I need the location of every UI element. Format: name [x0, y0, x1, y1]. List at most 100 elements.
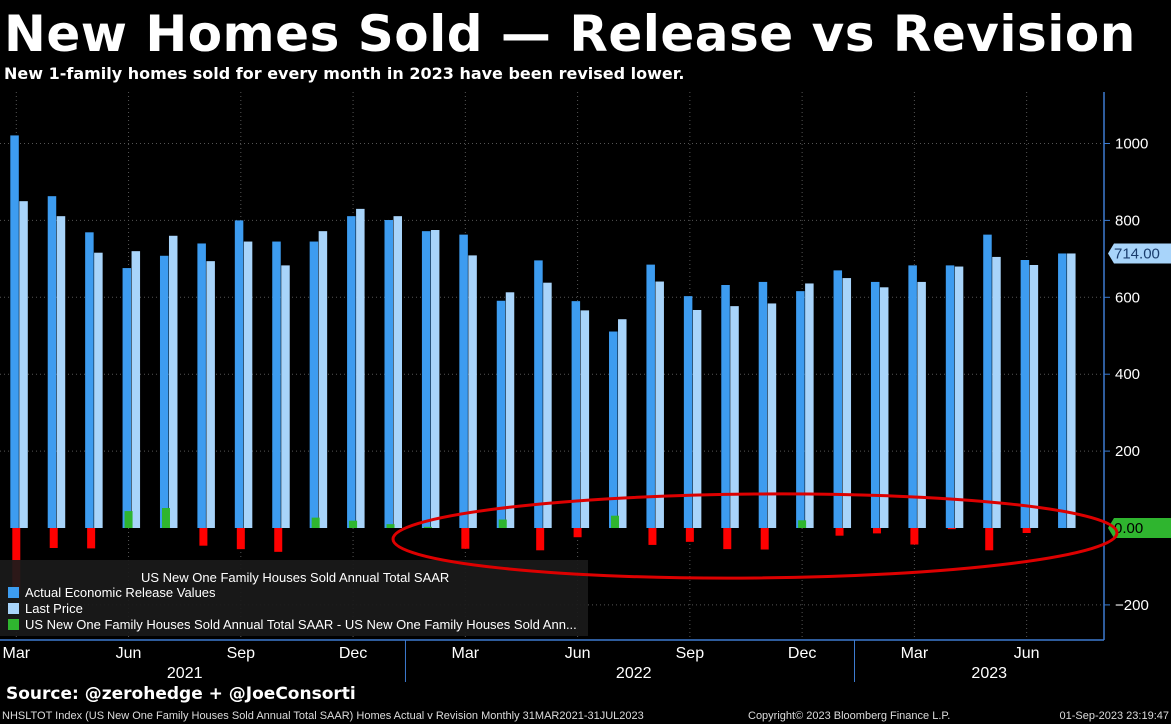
bar-release	[309, 241, 319, 529]
bar-revision	[573, 528, 582, 538]
bar-last-price	[1067, 253, 1076, 529]
y-tick-label: 600	[1115, 289, 1140, 306]
bar-release	[197, 243, 206, 528]
footer-bar: NHSLTOT Index (US New One Family Houses …	[0, 708, 1171, 724]
chart-subtitle: New 1-family homes sold for every month …	[4, 64, 685, 83]
bar-revision	[798, 520, 807, 528]
bar-release	[10, 135, 19, 528]
bar-release	[47, 196, 57, 528]
legend-swatch	[8, 587, 19, 598]
bar-revision	[611, 515, 620, 528]
legend-label: US New One Family Houses Sold Annual Tot…	[25, 617, 577, 632]
bar-last-price	[243, 241, 253, 529]
bar-release	[908, 265, 917, 528]
y-tick-label: 1000	[1115, 136, 1148, 153]
x-tick-label: Mar	[3, 645, 31, 662]
bar-revision	[723, 528, 732, 550]
bar-revision	[199, 528, 208, 546]
bar-release	[758, 281, 768, 528]
bar-release	[534, 260, 543, 528]
bar-last-price	[655, 281, 664, 528]
bar-revision	[311, 517, 320, 528]
bar-revision	[461, 528, 470, 549]
bar-revision	[236, 528, 245, 550]
legend-title: US New One Family Houses Sold Annual Tot…	[141, 570, 449, 585]
legend-swatch	[8, 619, 19, 630]
bar-last-price	[356, 208, 365, 529]
bar-revision	[648, 528, 657, 545]
bar-last-price	[56, 216, 66, 528]
zero-value-tag	[1108, 518, 1171, 538]
footer-description: NHSLTOT Index (US New One Family Houses …	[2, 710, 644, 722]
bar-last-price	[430, 230, 440, 528]
bar-last-price	[917, 281, 926, 528]
bar-revision	[423, 526, 432, 528]
chart-title: New Homes Sold — Release vs Revision	[4, 5, 1136, 63]
bar-release	[721, 284, 730, 528]
bar-revision	[1022, 528, 1031, 533]
bar-release	[459, 234, 468, 528]
bar-release	[496, 300, 506, 528]
x-tick-label: Dec	[788, 645, 816, 662]
bar-revision	[685, 528, 694, 542]
bar-release	[272, 241, 281, 529]
bar-release	[983, 234, 992, 528]
bar-revision	[835, 528, 844, 536]
bar-revision	[760, 528, 769, 550]
bar-last-price	[842, 278, 852, 528]
legend-background	[0, 560, 588, 636]
bar-last-price	[543, 282, 552, 528]
bar-last-price	[281, 265, 290, 528]
bar-revision	[386, 524, 395, 528]
bar-revision	[536, 528, 545, 551]
bar-revision	[872, 528, 881, 534]
bar-release	[159, 255, 169, 529]
zero-value-label: 0.00	[1114, 520, 1143, 537]
bar-last-price	[131, 251, 141, 528]
bar-release	[1020, 260, 1030, 528]
last-value-label: 714.00	[1114, 245, 1160, 262]
bar-revision	[161, 508, 170, 528]
bar-revision	[910, 528, 919, 545]
bar-release	[122, 268, 132, 528]
bar-revision	[349, 520, 358, 528]
bar-last-price	[879, 287, 889, 528]
last-value-tag	[1108, 243, 1171, 264]
x-year-label: 2021	[167, 665, 203, 682]
bar-last-price	[168, 235, 178, 528]
bar-release	[833, 270, 843, 528]
bar-last-price	[692, 309, 702, 528]
bar-last-price	[580, 310, 590, 528]
legend-label: Last Price	[25, 601, 83, 616]
x-year-label: 2022	[616, 665, 652, 682]
bar-revision	[124, 511, 133, 528]
bar-revision	[947, 528, 956, 530]
bar-revision	[49, 528, 58, 548]
x-tick-label: Jun	[565, 645, 591, 662]
bar-release	[609, 331, 618, 528]
bar-release	[796, 291, 805, 528]
source-note: Source: @zerohedge + @JoeConsorti	[6, 684, 356, 704]
x-tick-label: Sep	[676, 645, 705, 662]
x-tick-label: Jun	[1014, 645, 1040, 662]
x-tick-label: Mar	[901, 645, 929, 662]
bar-release	[870, 281, 880, 528]
y-tick-label: 400	[1115, 366, 1140, 383]
bar-last-price	[954, 266, 964, 528]
bar-revision	[985, 528, 994, 551]
legend-swatch	[8, 603, 19, 614]
legend: US New One Family Houses Sold Annual Tot…	[0, 560, 588, 636]
y-tick-label: 200	[1115, 443, 1140, 460]
y-tick-label: −200	[1115, 597, 1149, 614]
x-year-label: 2023	[971, 665, 1007, 682]
bar-last-price	[393, 216, 402, 528]
bar-release	[683, 296, 693, 528]
bar-last-price	[468, 255, 477, 528]
bar-release	[85, 232, 94, 528]
bar-last-price	[505, 292, 515, 528]
x-tick-label: Sep	[227, 645, 256, 662]
bar-revision	[87, 528, 96, 549]
bar-revision	[498, 519, 507, 528]
bar-last-price	[767, 303, 777, 528]
x-tick-label: Mar	[452, 645, 480, 662]
